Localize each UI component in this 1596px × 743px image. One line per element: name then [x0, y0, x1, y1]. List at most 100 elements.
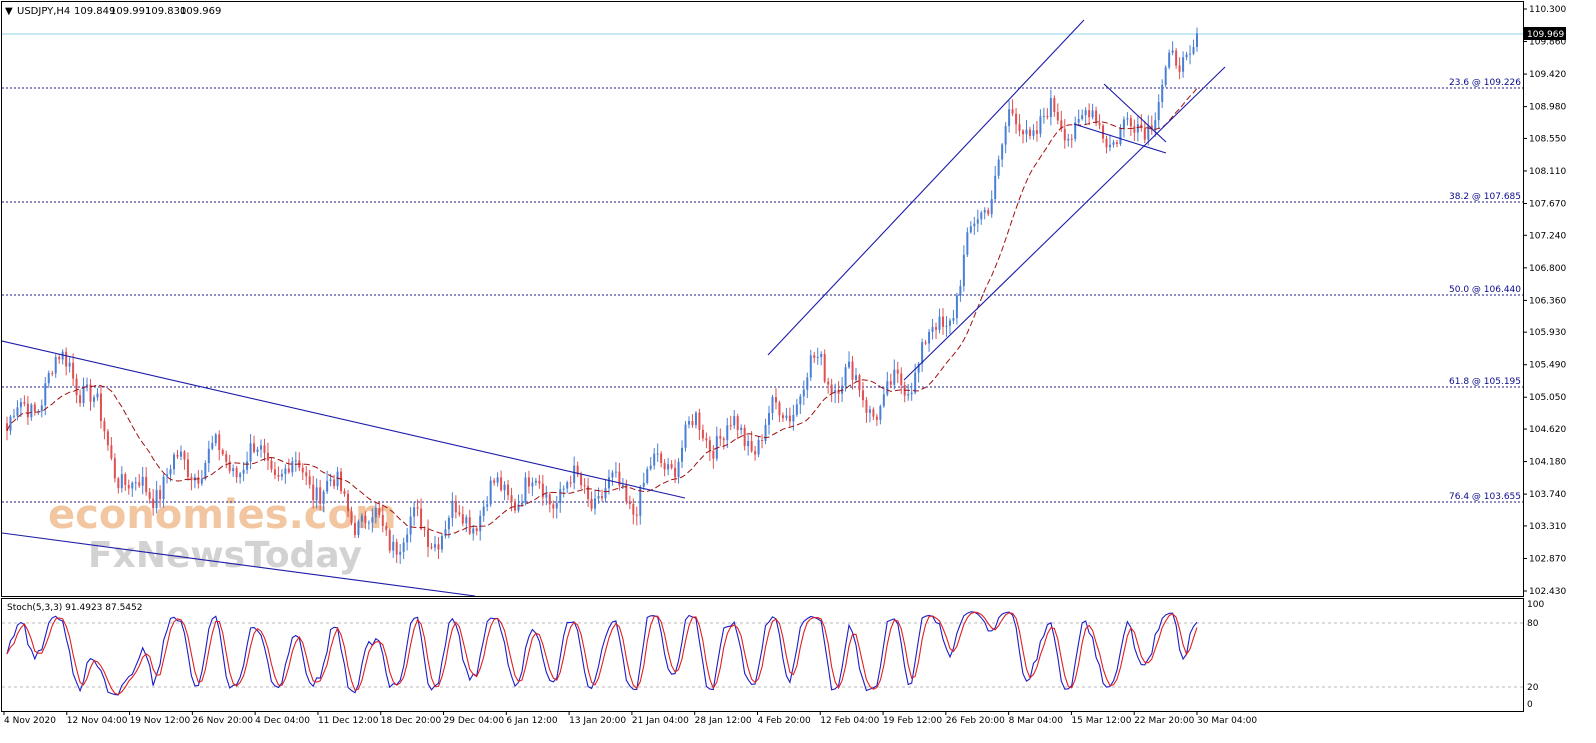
candle-body — [823, 353, 826, 382]
time-tick-label: 12 Nov 04:00 — [67, 716, 128, 726]
candle-body — [461, 514, 464, 524]
candle-body — [754, 451, 757, 455]
candle-body — [924, 342, 927, 344]
candle-body — [1133, 126, 1136, 133]
candle-body — [1161, 84, 1164, 102]
candle-body — [159, 490, 162, 500]
candle-body — [594, 498, 597, 509]
candle-body — [799, 396, 802, 405]
candle-body — [736, 416, 739, 431]
candle-body — [757, 440, 760, 455]
candle-body — [875, 416, 878, 420]
candle-body — [663, 463, 666, 470]
candle-body — [280, 474, 283, 477]
candle-body — [931, 327, 934, 332]
time-tick-label: 28 Jan 12:00 — [695, 716, 752, 726]
candle-body — [207, 448, 210, 463]
candle-body — [670, 464, 673, 468]
candle-body — [350, 511, 353, 523]
price-axis[interactable]: 110.300 109.860 109.420 108.980 108.550 108.1… — [1523, 5, 1566, 597]
candle-body — [277, 475, 280, 477]
candle-body — [260, 445, 263, 450]
candle-body — [701, 429, 704, 439]
candle-body — [430, 546, 433, 548]
candle-body — [16, 407, 19, 416]
candle-body — [667, 464, 670, 470]
candle-body — [1025, 129, 1028, 135]
candle-body — [729, 425, 732, 427]
candle-body — [761, 440, 764, 442]
symbol-label: USDJPY,H4 — [17, 6, 70, 17]
time-tick-label: 29 Dec 04:00 — [444, 716, 505, 726]
candle-body — [200, 478, 203, 484]
candle-body — [740, 427, 743, 431]
candle-body — [221, 449, 224, 455]
candle-body — [381, 514, 384, 527]
dropdown-triangle-icon[interactable]: ▼ — [5, 6, 13, 17]
candle-body — [694, 412, 697, 426]
price-tick-label: 103.310 — [1529, 522, 1566, 532]
candle-body — [1154, 120, 1157, 131]
candle-body — [336, 471, 339, 487]
candle-body — [1053, 98, 1056, 112]
candle-body — [708, 440, 711, 451]
candle-body — [1011, 109, 1014, 114]
candle-body — [1189, 53, 1192, 55]
candle-body — [1004, 126, 1007, 145]
candle-body — [141, 476, 144, 486]
candle-body — [322, 491, 325, 504]
descending-channel-upper[interactable] — [2, 340, 686, 499]
candle-body — [228, 461, 231, 472]
candle-body — [169, 469, 172, 475]
candle-body — [329, 479, 332, 481]
flag-upper-line[interactable] — [1103, 83, 1167, 143]
descending-channel-lower[interactable] — [2, 532, 476, 596]
candle-body — [1119, 128, 1122, 145]
candle-body — [458, 512, 461, 515]
candle-body — [785, 415, 788, 419]
candle-body — [531, 482, 534, 487]
candle-body — [778, 402, 781, 416]
candle-body — [75, 378, 78, 396]
candle-body — [65, 351, 68, 367]
candle-body — [660, 453, 663, 464]
current-price-tag: 109.969 — [1524, 27, 1566, 40]
candle-body — [308, 476, 311, 485]
candle-body — [134, 482, 137, 484]
candle-body — [886, 381, 889, 395]
candle-body — [249, 443, 252, 462]
time-axis[interactable]: 4 Nov 2020 12 Nov 04:00 19 Nov 12:00 26 Nov… — [3, 711, 1257, 726]
candle-body — [99, 393, 102, 421]
candle-body — [837, 390, 840, 394]
candle-body — [413, 507, 416, 517]
candle-body — [1088, 110, 1091, 118]
candle-body — [938, 316, 941, 330]
price-tick-label: 108.110 — [1529, 167, 1566, 177]
price-tick-label: 102.870 — [1529, 554, 1566, 564]
time-tick-label: 21 Jan 04:00 — [632, 716, 689, 726]
candle-body — [514, 502, 517, 511]
candle-body — [935, 327, 938, 330]
candle-body — [1105, 138, 1108, 148]
price-tick-label: 103.740 — [1529, 490, 1566, 500]
candle-body — [858, 375, 861, 391]
price-tick-label: 107.240 — [1529, 231, 1566, 241]
candle-body — [197, 477, 200, 484]
candle-body — [1067, 138, 1070, 141]
ascending-channel-upper[interactable] — [767, 19, 1085, 356]
price-tick-label: 104.180 — [1529, 458, 1566, 468]
candle-body — [1185, 54, 1188, 58]
candle-body — [1039, 116, 1042, 134]
candle-body — [96, 393, 99, 398]
ascending-channel-lower[interactable] — [903, 66, 1226, 381]
candle-body — [1091, 110, 1094, 118]
candle-body — [305, 472, 308, 477]
candle-body — [204, 462, 207, 479]
candle-body — [1109, 144, 1112, 148]
candle-body — [830, 384, 833, 394]
candle-body — [1084, 110, 1087, 116]
candle-body — [952, 318, 955, 321]
candle-body — [291, 461, 294, 473]
flag-lower-line[interactable] — [1073, 123, 1167, 154]
